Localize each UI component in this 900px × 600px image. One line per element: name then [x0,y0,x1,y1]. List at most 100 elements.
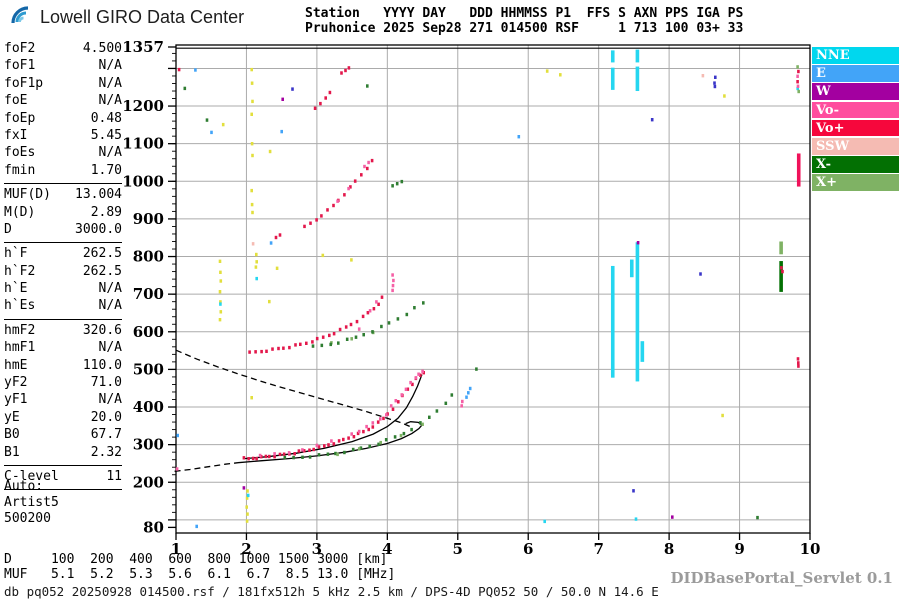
param-value: 2.32 [90,444,122,460]
legend-item-x: X+ [812,174,899,191]
y-tick-label: 1000 [122,172,164,190]
param-label: fxI [4,127,28,143]
echo-bar [796,153,801,187]
echo-bar [640,341,645,362]
parameter-panel: foF2 4.500 foF1 N/A foF1p N/A foE N/A foEp 0.48 fx… [4,41,122,493]
y-tick-label: 700 [133,285,164,303]
param-value: 20.0 [90,409,122,425]
echo-bar [635,242,640,382]
param-value: 320.6 [82,322,122,338]
d-row: D 100 200 400 600 800 1000 1500 3000 [km… [4,552,388,567]
x-tick-label: 5 [453,540,463,558]
y-tick-label: 1357 [122,38,164,56]
param-label: yF2 [4,375,28,391]
y-tick-label: 400 [133,398,164,416]
echo-bar [629,259,634,278]
param-value: 71.0 [90,375,122,391]
param-label: MUF(D) [4,187,51,203]
curve-transmission-curve-dashed [175,349,413,429]
autoscaling-info: Auto: Artist5 500200 [4,479,59,527]
giro-logo-icon [8,4,34,30]
param-label: hmF2 [4,322,36,338]
trace-hop2-x [311,301,425,348]
param-label: B1 [4,444,20,460]
trace-ssw-salmon-dots [251,74,705,246]
trace-f-trace-x [283,367,478,460]
param-label: C-level [4,468,59,484]
x-tick-label: 10 [800,540,821,558]
param-label: h`F2 [4,263,36,279]
trace-yellow-dashes [218,67,726,523]
trace-x-green-singles [183,84,759,520]
param-value: 0.48 [90,110,122,126]
station-header: Station YYYY DAY DDD HHMMSS P1 FFS S AXN… [305,6,743,36]
trace-hop4-o [313,66,351,110]
param-label: h`Es [4,298,36,314]
x-tick-label: 1 [171,540,181,558]
param-row-yE: yE 20.0 [4,410,122,427]
param-row-foF1p: foF1p N/A [4,76,122,93]
x-tick-label: 7 [593,540,603,558]
param-value: N/A [98,93,122,109]
trace-hop2-pink [357,273,395,331]
param-label: M(D) [4,204,36,220]
x-tick-label: 4 [382,540,392,558]
param-value: 262.5 [82,246,122,262]
legend-item-e: E [812,65,899,82]
param-value: 13.004 [75,187,122,203]
echo-bar [635,49,640,63]
muf-row: MUF 5.1 5.2 5.3 5.6 6.1 6.7 8.5 13.0 [MH… [4,566,396,582]
param-value: 67.7 [90,427,122,443]
trace-f-trace-x-light [330,330,424,457]
param-label: foEp [4,110,36,126]
param-label: h`E [4,281,28,297]
auto-code: 500200 [4,511,51,526]
trace-pink-singles [175,74,800,471]
auto-program: Artist5 [4,495,59,510]
param-row-MD: M(D) 2.89 [4,205,122,222]
param-value: N/A [98,58,122,74]
x-tick-label: 8 [664,540,674,558]
param-value: N/A [98,392,122,408]
servlet-version-label: DIDBasePortal_Servlet 0.1 [670,569,893,587]
param-row-D: D 3000.0 [4,222,122,239]
x-tick-label: 2 [241,540,251,558]
param-value: N/A [98,298,122,314]
x-tick-label: 9 [734,540,744,558]
param-value: N/A [98,281,122,297]
param-label: foF1 [4,58,36,74]
y-tick-label: 300 [133,436,164,454]
param-divider [4,464,122,466]
legend-item-vo: Vo- [812,101,899,119]
param-row-foE: foE N/A [4,93,122,110]
param-value: 1.70 [90,162,122,178]
param-label: yE [4,409,20,425]
param-row-hmF1: hmF1 N/A [4,340,122,357]
param-label: foF2 [4,41,36,56]
param-label: hmE [4,357,28,373]
param-value: 5.45 [90,127,122,143]
trace-hop3-o [303,158,374,229]
param-divider [4,242,122,244]
param-label: foF1p [4,75,44,91]
param-label: B0 [4,427,20,443]
param-label: hmF1 [4,340,36,356]
station-header-line2: Pruhonice 2025 Sep28 271 014500 RSF 1 71… [305,21,744,36]
param-value: N/A [98,75,122,91]
param-row-B0: B0 67.7 [4,427,122,444]
station-header-line1: Station YYYY DAY DDD HHMMSS P1 FFS S AXN… [305,6,744,21]
param-value: 262.5 [82,263,122,279]
auto-label: Auto: [4,479,44,494]
param-row-Clevel: C-level 11 [4,469,122,486]
param-row-fxI: fxI 5.45 [4,128,122,145]
param-divider [4,318,122,320]
param-value: 11 [106,468,122,484]
measurement-status-line: db pq052 20250928 014500.rsf / 181fx512h… [4,584,659,599]
param-divider [4,183,122,185]
trace-hop3-pink [336,160,370,203]
trace-green-light-stack [796,65,800,94]
param-row-MUFD: MUF(D) 13.004 [4,187,122,204]
y-tick-label: 500 [133,360,164,378]
